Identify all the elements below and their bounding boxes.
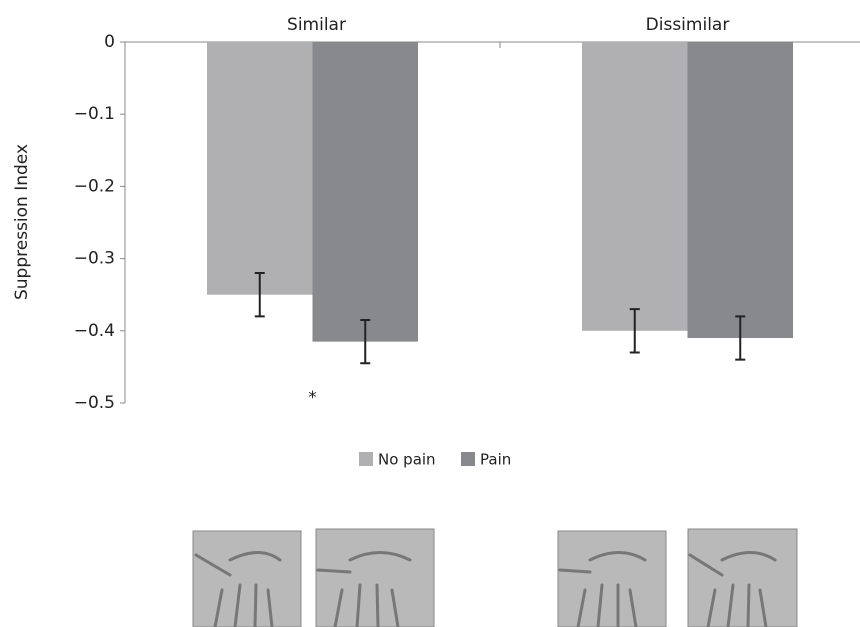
bar — [207, 42, 313, 295]
hand-image — [557, 530, 667, 627]
y-tick-label: −0.3 — [74, 249, 115, 269]
hand-image — [687, 528, 798, 627]
y-axis-label: Suppression Index — [12, 144, 32, 300]
annotation: * — [308, 388, 317, 408]
stimulus-images — [192, 528, 798, 627]
hand-image — [315, 528, 435, 627]
legend-swatch — [359, 452, 373, 466]
y-tick-label: −0.1 — [74, 104, 115, 124]
bar — [687, 42, 793, 339]
y-tick-label: −0.2 — [74, 176, 115, 196]
error-bar — [360, 318, 371, 365]
legend-swatch — [461, 452, 475, 466]
category-label: Dissimilar — [646, 15, 730, 35]
legend-label: Pain — [480, 451, 511, 469]
bar — [312, 42, 418, 342]
legend-label: No pain — [378, 451, 436, 469]
hand-image — [192, 530, 302, 627]
y-tick-label: 0 — [104, 32, 115, 52]
bar — [582, 42, 688, 331]
error-bar — [735, 315, 746, 361]
y-tick-label: −0.5 — [74, 393, 115, 413]
error-bar — [254, 272, 265, 318]
y-tick-label: −0.4 — [74, 321, 115, 341]
category-label: Similar — [287, 15, 346, 35]
error-bar — [629, 308, 640, 354]
